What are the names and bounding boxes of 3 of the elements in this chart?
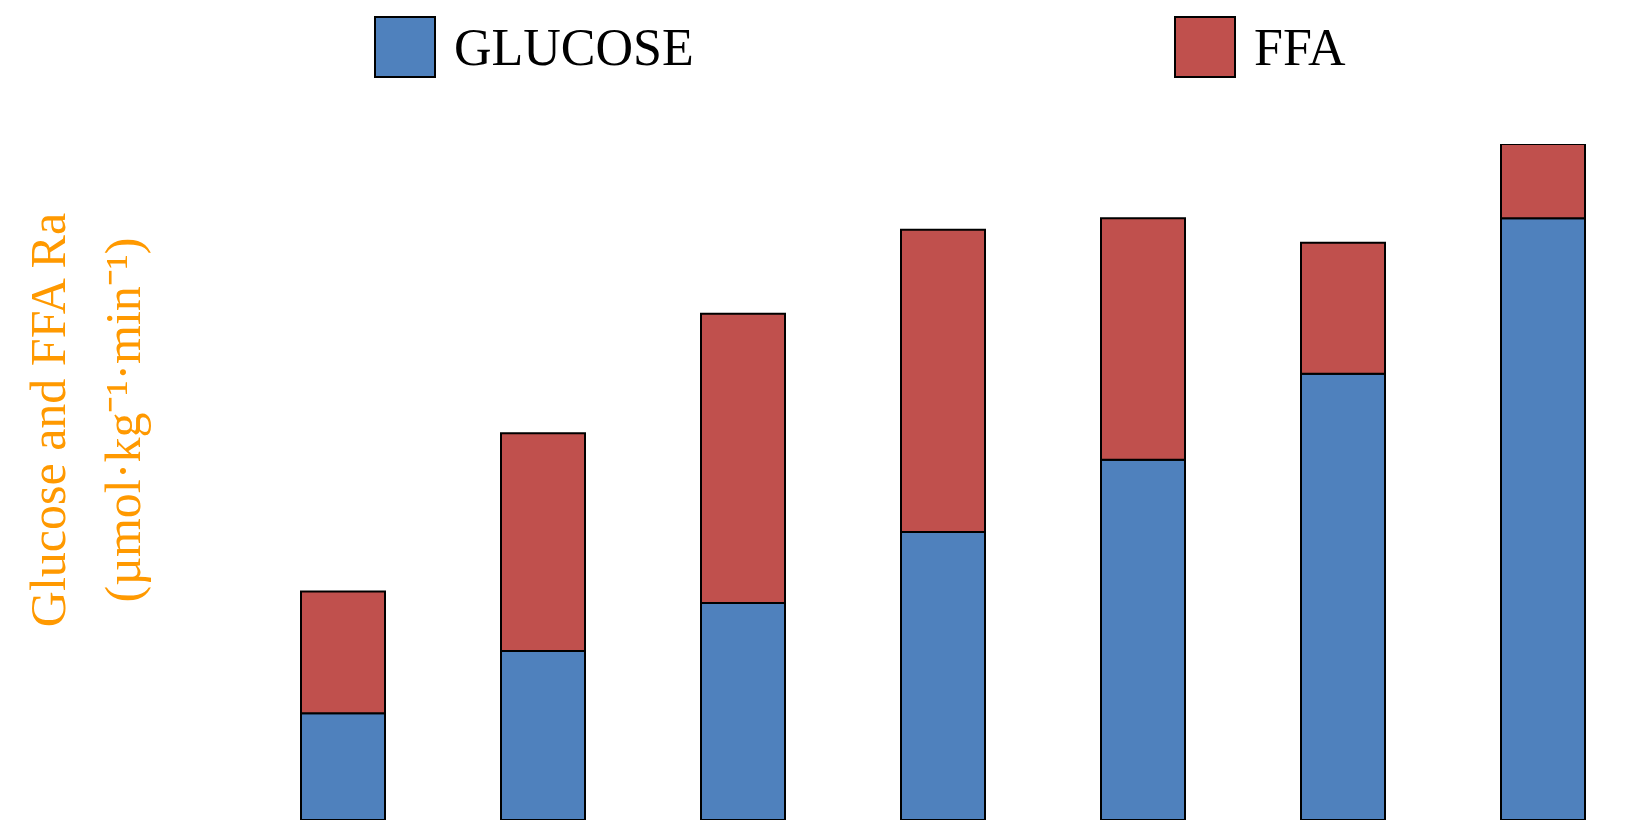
y-axis-title: Glucose and FFA Ra (µmol·kg⁻¹·min⁻¹) — [20, 212, 151, 628]
legend-label: FFA — [1254, 17, 1346, 77]
legend-label: GLUCOSE — [454, 17, 694, 77]
